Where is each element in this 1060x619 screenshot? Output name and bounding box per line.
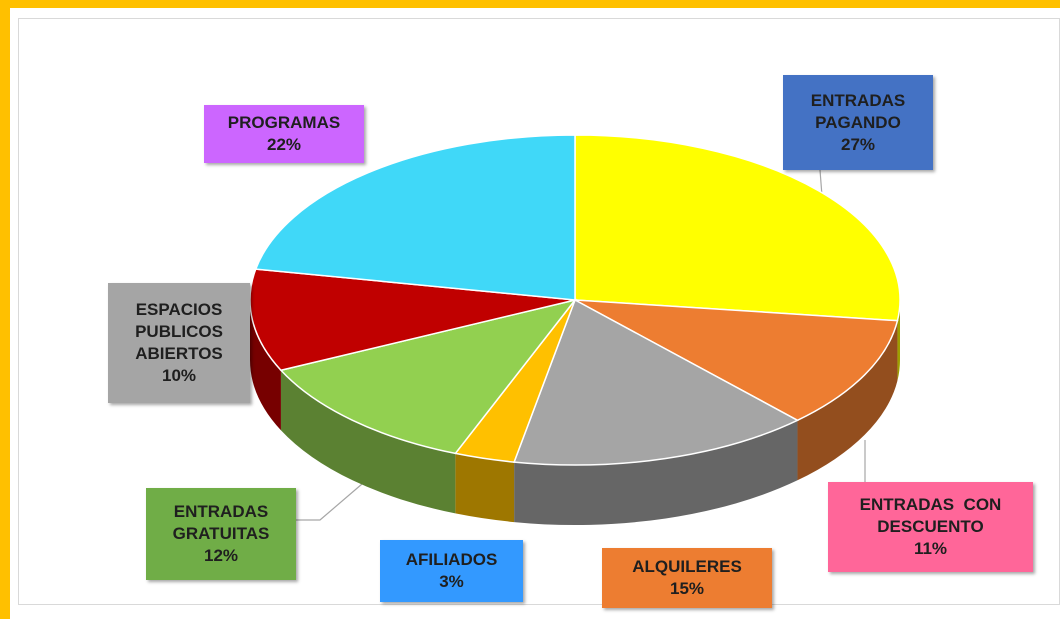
data-label: PROGRAMAS 22% — [204, 105, 364, 163]
pie-slice — [574, 299, 899, 422]
category-label: ENTRADAS PAGANDO — [810, 90, 910, 132]
value-label: 10% — [161, 366, 197, 385]
frame-border — [0, 0, 1060, 8]
value-label: 15% — [669, 579, 705, 598]
category-label: ENTRADAS GRATUITAS — [172, 502, 273, 543]
pie-slice — [574, 134, 901, 322]
data-label: ENTRADAS PAGANDO 27% — [783, 75, 933, 170]
pie-tops — [249, 134, 901, 466]
value-label: 3% — [439, 572, 464, 591]
frame-border — [0, 0, 10, 619]
data-label: ENTRADAS GRATUITAS 12% — [146, 488, 296, 580]
category-label: ENTRADAS CON DESCUENTO — [859, 495, 1007, 536]
value-label: 22% — [266, 135, 302, 154]
category-label: AFILIADOS — [405, 550, 498, 569]
pie-slice — [254, 134, 576, 301]
value-label: 11% — [913, 539, 948, 558]
data-label: ALQUILERES 15% — [602, 548, 772, 608]
value-label: 27% — [840, 134, 876, 154]
category-label: PROGRAMAS — [227, 113, 341, 132]
pie-slice — [279, 298, 577, 455]
pie-slice-side — [797, 320, 898, 481]
data-label: ENTRADAS CON DESCUENTO 11% — [828, 482, 1033, 572]
pie-slice-side — [455, 453, 515, 523]
category-label: ALQUILERES — [632, 557, 742, 576]
category-label: ESPACIOS PUBLICOS ABIERTOS — [135, 300, 228, 363]
leader-line — [819, 169, 823, 197]
data-label: AFILIADOS 3% — [380, 540, 523, 602]
pie-slice-side — [250, 300, 281, 431]
data-label: ESPACIOS PUBLICOS ABIERTOS 10% — [108, 283, 250, 403]
pie-slice — [513, 298, 800, 466]
leader-line — [296, 483, 363, 521]
pie-slice — [249, 268, 576, 372]
value-label: 12% — [203, 546, 239, 565]
